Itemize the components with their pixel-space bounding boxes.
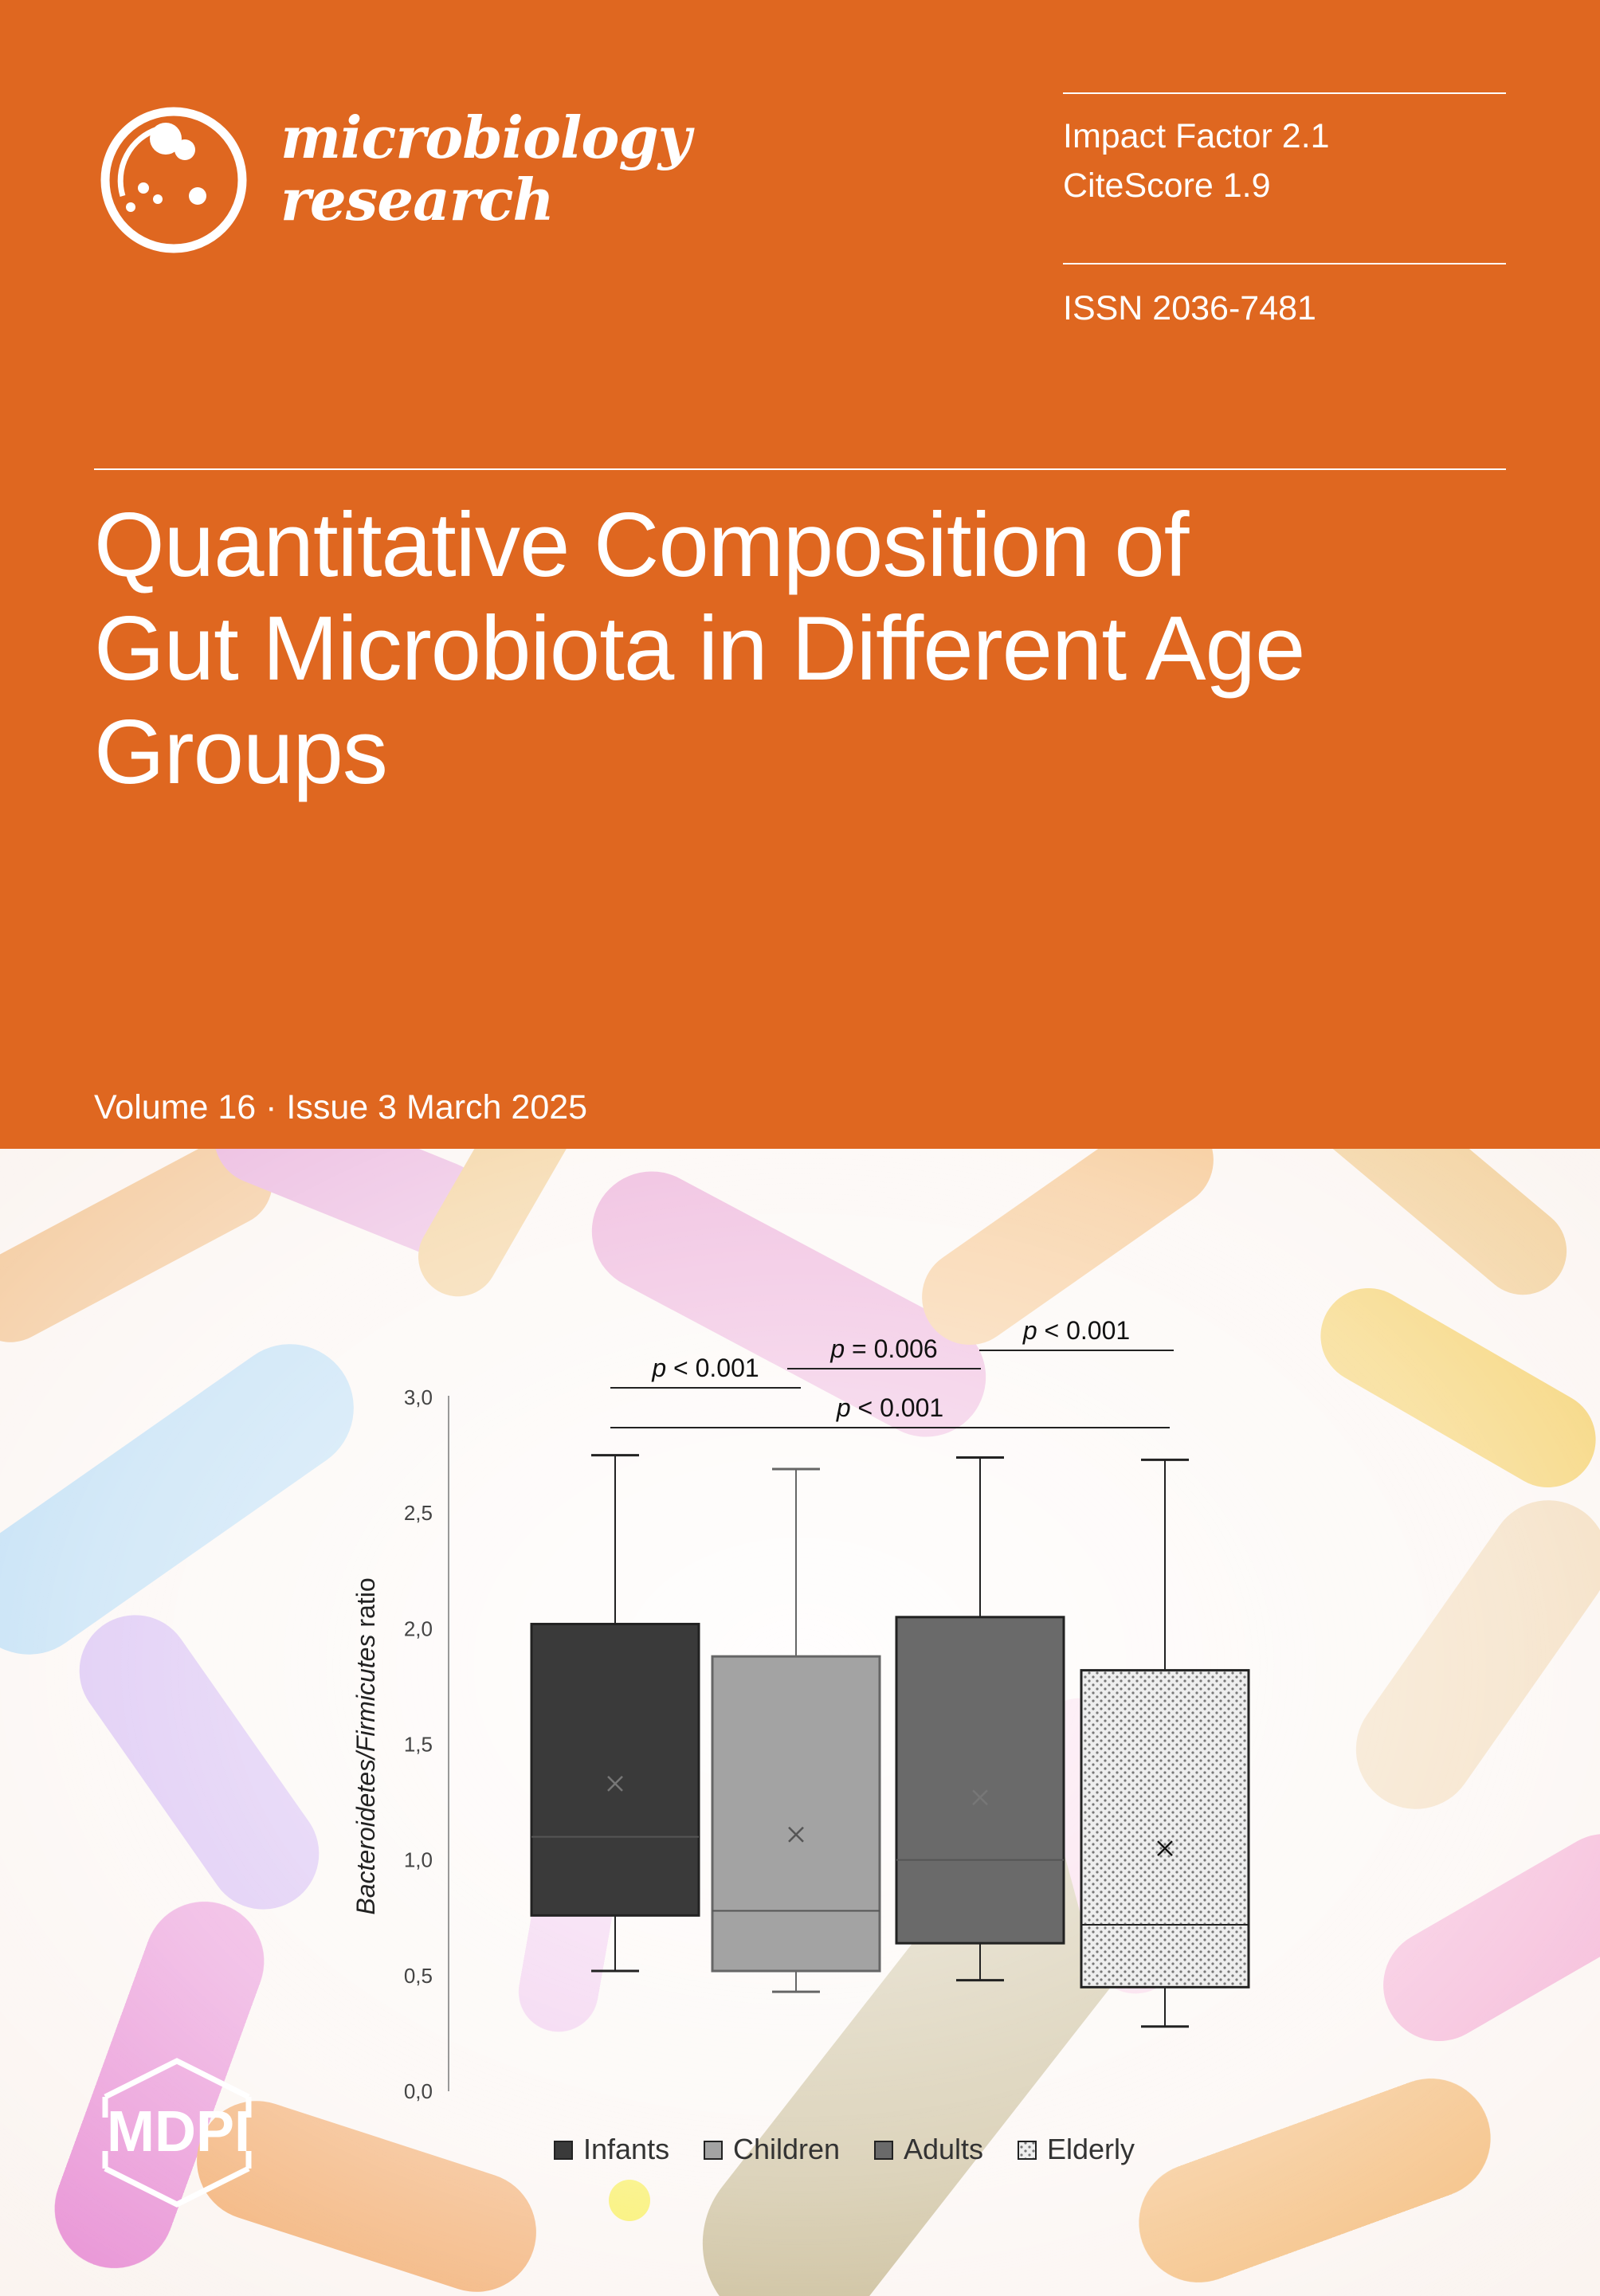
title-line-1: Quantitative Composition of xyxy=(94,495,1189,596)
mdpi-logo-text: MDPI xyxy=(107,2100,250,2164)
article-title: Quantitative Composition of Gut Microbio… xyxy=(94,494,1528,805)
box-iqr xyxy=(530,1623,700,1917)
divider-title xyxy=(94,468,1506,470)
p-value-text: = 0.006 xyxy=(845,1334,938,1363)
petri-dish-icon xyxy=(100,107,247,253)
box-children xyxy=(711,1467,881,1993)
significance-bracket: p < 0.001 xyxy=(979,1316,1174,1351)
citescore: CiteScore 1.9 xyxy=(1063,167,1271,205)
box-series xyxy=(530,1454,1250,2028)
divider-middle xyxy=(1063,263,1506,264)
y-tick-label: 0,5 xyxy=(404,1964,433,1988)
legend-label: Adults xyxy=(904,2133,983,2165)
box-adults xyxy=(895,1456,1065,1982)
metrics-block: Impact Factor 2.1 CiteScore 1.9 xyxy=(1063,112,1330,210)
box-elderly xyxy=(1080,1458,1250,2028)
legend-swatch xyxy=(554,2141,573,2160)
p-symbol: p xyxy=(1022,1316,1037,1345)
p-value-text: < 0.001 xyxy=(666,1354,759,1382)
cover-illustration: 0,0 0,5 1,0 1,5 2,0 2,5 3,0 Bacteroidetes/Firm… xyxy=(0,1149,1600,2296)
divider-top xyxy=(1063,92,1506,94)
legend-label: Children xyxy=(733,2133,840,2165)
legend-swatch xyxy=(704,2141,723,2160)
mean-marker xyxy=(1157,1840,1173,1857)
issn: ISSN 2036-7481 xyxy=(1063,289,1316,327)
legend-item-children: Children xyxy=(704,2133,840,2165)
significance-bracket: p = 0.006 xyxy=(787,1334,981,1369)
mean-marker xyxy=(972,1789,988,1806)
significance-bracket: p < 0.001 xyxy=(610,1393,1170,1428)
legend-label: Infants xyxy=(583,2133,669,2165)
chart-legend: Infants Children Adults Elderly xyxy=(554,2133,1135,2165)
p-value-text: < 0.001 xyxy=(1037,1316,1131,1345)
y-tick-label: 2,5 xyxy=(404,1501,433,1525)
volume-issue-date: Volume 16 · Issue 3 March 2025 xyxy=(94,1088,588,1126)
legend-swatch xyxy=(1018,2141,1037,2160)
p-value-text: < 0.001 xyxy=(851,1393,944,1422)
y-tick-label: 1,0 xyxy=(404,1848,433,1872)
legend-item-adults: Adults xyxy=(874,2133,983,2165)
p-symbol: p xyxy=(651,1354,666,1382)
y-axis-label: Bacteroidetes/Firmicutes ratio xyxy=(351,1577,380,1914)
journal-name-line1: microbiology xyxy=(280,104,692,171)
legend-label: Elderly xyxy=(1047,2133,1135,2165)
p-symbol: p xyxy=(836,1393,851,1422)
legend-item-infants: Infants xyxy=(554,2133,669,2165)
y-axis-label-italic: Bacteroidetes/Firmicutes xyxy=(351,1635,380,1915)
legend-item-elderly: Elderly xyxy=(1018,2133,1135,2165)
title-line-2: Gut Microbiota in Different Age xyxy=(94,598,1305,699)
p-value-label: p < 0.001 xyxy=(836,1393,943,1422)
y-tick-label: 3,0 xyxy=(404,1385,433,1409)
mdpi-logo: MDPI xyxy=(102,2058,252,2208)
box-iqr xyxy=(711,1655,881,1973)
box-infants xyxy=(530,1454,700,1973)
y-axis: 0,0 0,5 1,0 1,5 2,0 2,5 3,0 Bacteroidetes/Firm… xyxy=(351,1385,449,2103)
mean-marker xyxy=(788,1826,804,1843)
journal-name: microbiology research xyxy=(280,104,692,233)
p-symbol: p xyxy=(829,1334,845,1363)
p-value-label: p < 0.001 xyxy=(1022,1316,1130,1345)
cover-header: microbiology research Impact Factor 2.1 … xyxy=(0,0,1600,1149)
journal-logo: microbiology research xyxy=(96,102,692,261)
y-tick-label: 1,5 xyxy=(404,1733,433,1757)
box-plot-chart: 0,0 0,5 1,0 1,5 2,0 2,5 3,0 Bacteroidetes/Firm… xyxy=(351,1316,1250,2165)
legend-swatch xyxy=(874,2141,893,2160)
p-value-label: p = 0.006 xyxy=(829,1334,937,1363)
box-iqr xyxy=(1080,1669,1250,1988)
p-value-label: p < 0.001 xyxy=(651,1354,759,1382)
y-tick-label: 2,0 xyxy=(404,1616,433,1640)
box-iqr xyxy=(895,1616,1065,1945)
impact-factor: Impact Factor 2.1 xyxy=(1063,117,1330,155)
y-tick-label: 0,0 xyxy=(404,2079,433,2103)
journal-name-line2: research xyxy=(280,166,555,233)
mean-marker xyxy=(607,1775,623,1792)
y-axis-label-rest: ratio xyxy=(351,1577,380,1634)
title-line-3: Groups xyxy=(94,702,388,803)
significance-bracket: p < 0.001 xyxy=(610,1354,801,1389)
